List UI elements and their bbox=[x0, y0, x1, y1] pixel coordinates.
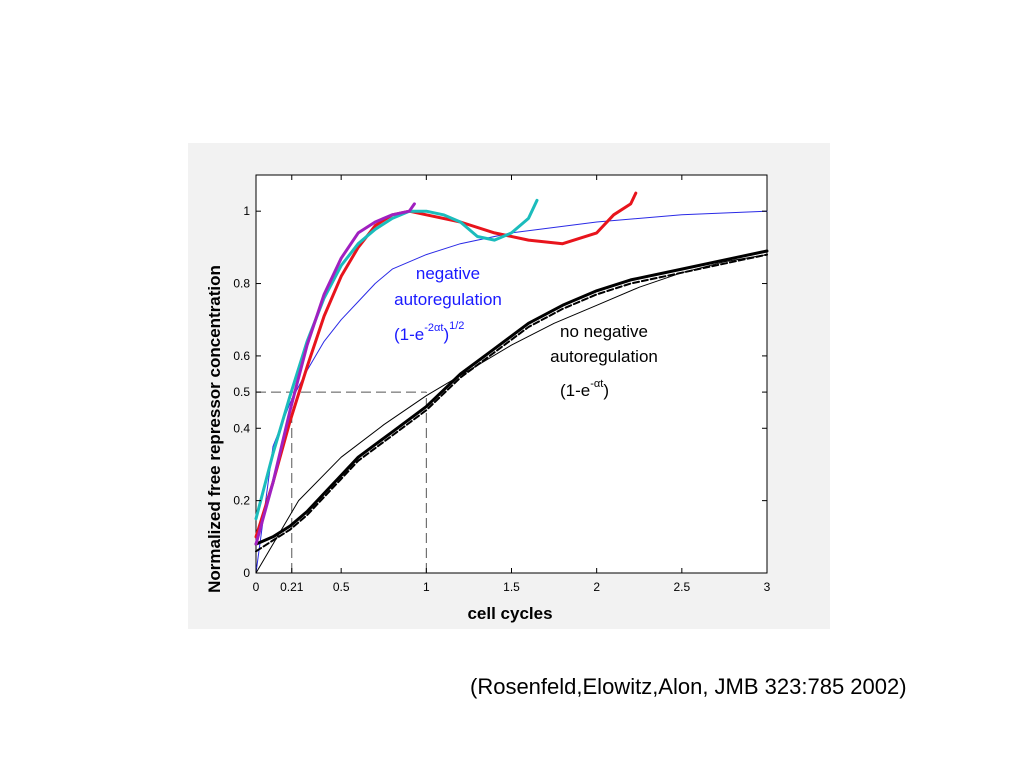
y-tick-label: 1 bbox=[243, 204, 250, 218]
x-tick-label: 0.5 bbox=[333, 580, 350, 594]
formula-negative-exp: -2αt bbox=[424, 322, 443, 334]
annotation-no-negative-line2: autoregulation bbox=[550, 347, 658, 366]
y-axis-title: Normalized free repressor concentration bbox=[205, 265, 224, 593]
reference-lines bbox=[256, 391, 427, 573]
citation: (Rosenfeld,Elowitz,Alon, JMB 323:785 200… bbox=[470, 674, 907, 699]
formula-no-negative-close: ) bbox=[603, 381, 609, 400]
annotation-negative: negative autoregulation (1-e-2αt)1/2 bbox=[394, 264, 502, 344]
x-tick-label: 3 bbox=[764, 580, 771, 594]
x-tick-label: 1.5 bbox=[503, 580, 520, 594]
formula-negative-power: 1/2 bbox=[449, 320, 464, 332]
x-tick-label: 1 bbox=[423, 580, 430, 594]
y-tick-label: 0.6 bbox=[233, 349, 250, 363]
annotation-no-negative-formula: (1-e-αt) bbox=[560, 378, 609, 400]
y-tick-label: 0.8 bbox=[233, 277, 250, 291]
annotation-no-negative-line1: no negative bbox=[560, 322, 648, 341]
chart: 0 0.21 0.5 1 1.5 2 2.5 3 0 0.2 0.4 0.5 0.6 0.8 1 cell … bbox=[205, 174, 771, 623]
formula-no-negative-exp: -αt bbox=[590, 378, 603, 390]
y-tick-label: 0.5 bbox=[233, 385, 250, 399]
formula-negative-base: (1-e bbox=[394, 325, 424, 344]
series-data-negative-magenta bbox=[254, 202, 416, 546]
annotation-negative-formula: (1-e-2αt)1/2 bbox=[394, 320, 464, 344]
annotation-no-negative: no negative autoregulation (1-e-αt) bbox=[550, 322, 658, 400]
formula-negative-close: ) bbox=[443, 325, 449, 344]
x-tick-label: 2 bbox=[593, 580, 600, 594]
x-tick-label: 2.5 bbox=[673, 580, 690, 594]
x-tick-label: 0.21 bbox=[280, 580, 304, 594]
annotation-negative-line2: autoregulation bbox=[394, 290, 502, 309]
x-tick-label: 0 bbox=[253, 580, 260, 594]
y-tick-label: 0.4 bbox=[233, 421, 250, 435]
series-data-no-negative-2 bbox=[255, 253, 768, 553]
y-tick-label: 0 bbox=[243, 566, 250, 580]
series-data-no-negative-1 bbox=[254, 249, 769, 546]
annotation-negative-line1: negative bbox=[416, 264, 480, 283]
y-tick-label: 0.2 bbox=[233, 494, 250, 508]
series-layer bbox=[254, 191, 769, 574]
formula-no-negative-base: (1-e bbox=[560, 381, 590, 400]
plot-area bbox=[255, 174, 768, 574]
tick-layer: 0 0.21 0.5 1 1.5 2 2.5 3 0 0.2 0.4 0.5 0.6 0.8 1 bbox=[233, 175, 771, 594]
x-axis-title: cell cycles bbox=[467, 604, 552, 623]
